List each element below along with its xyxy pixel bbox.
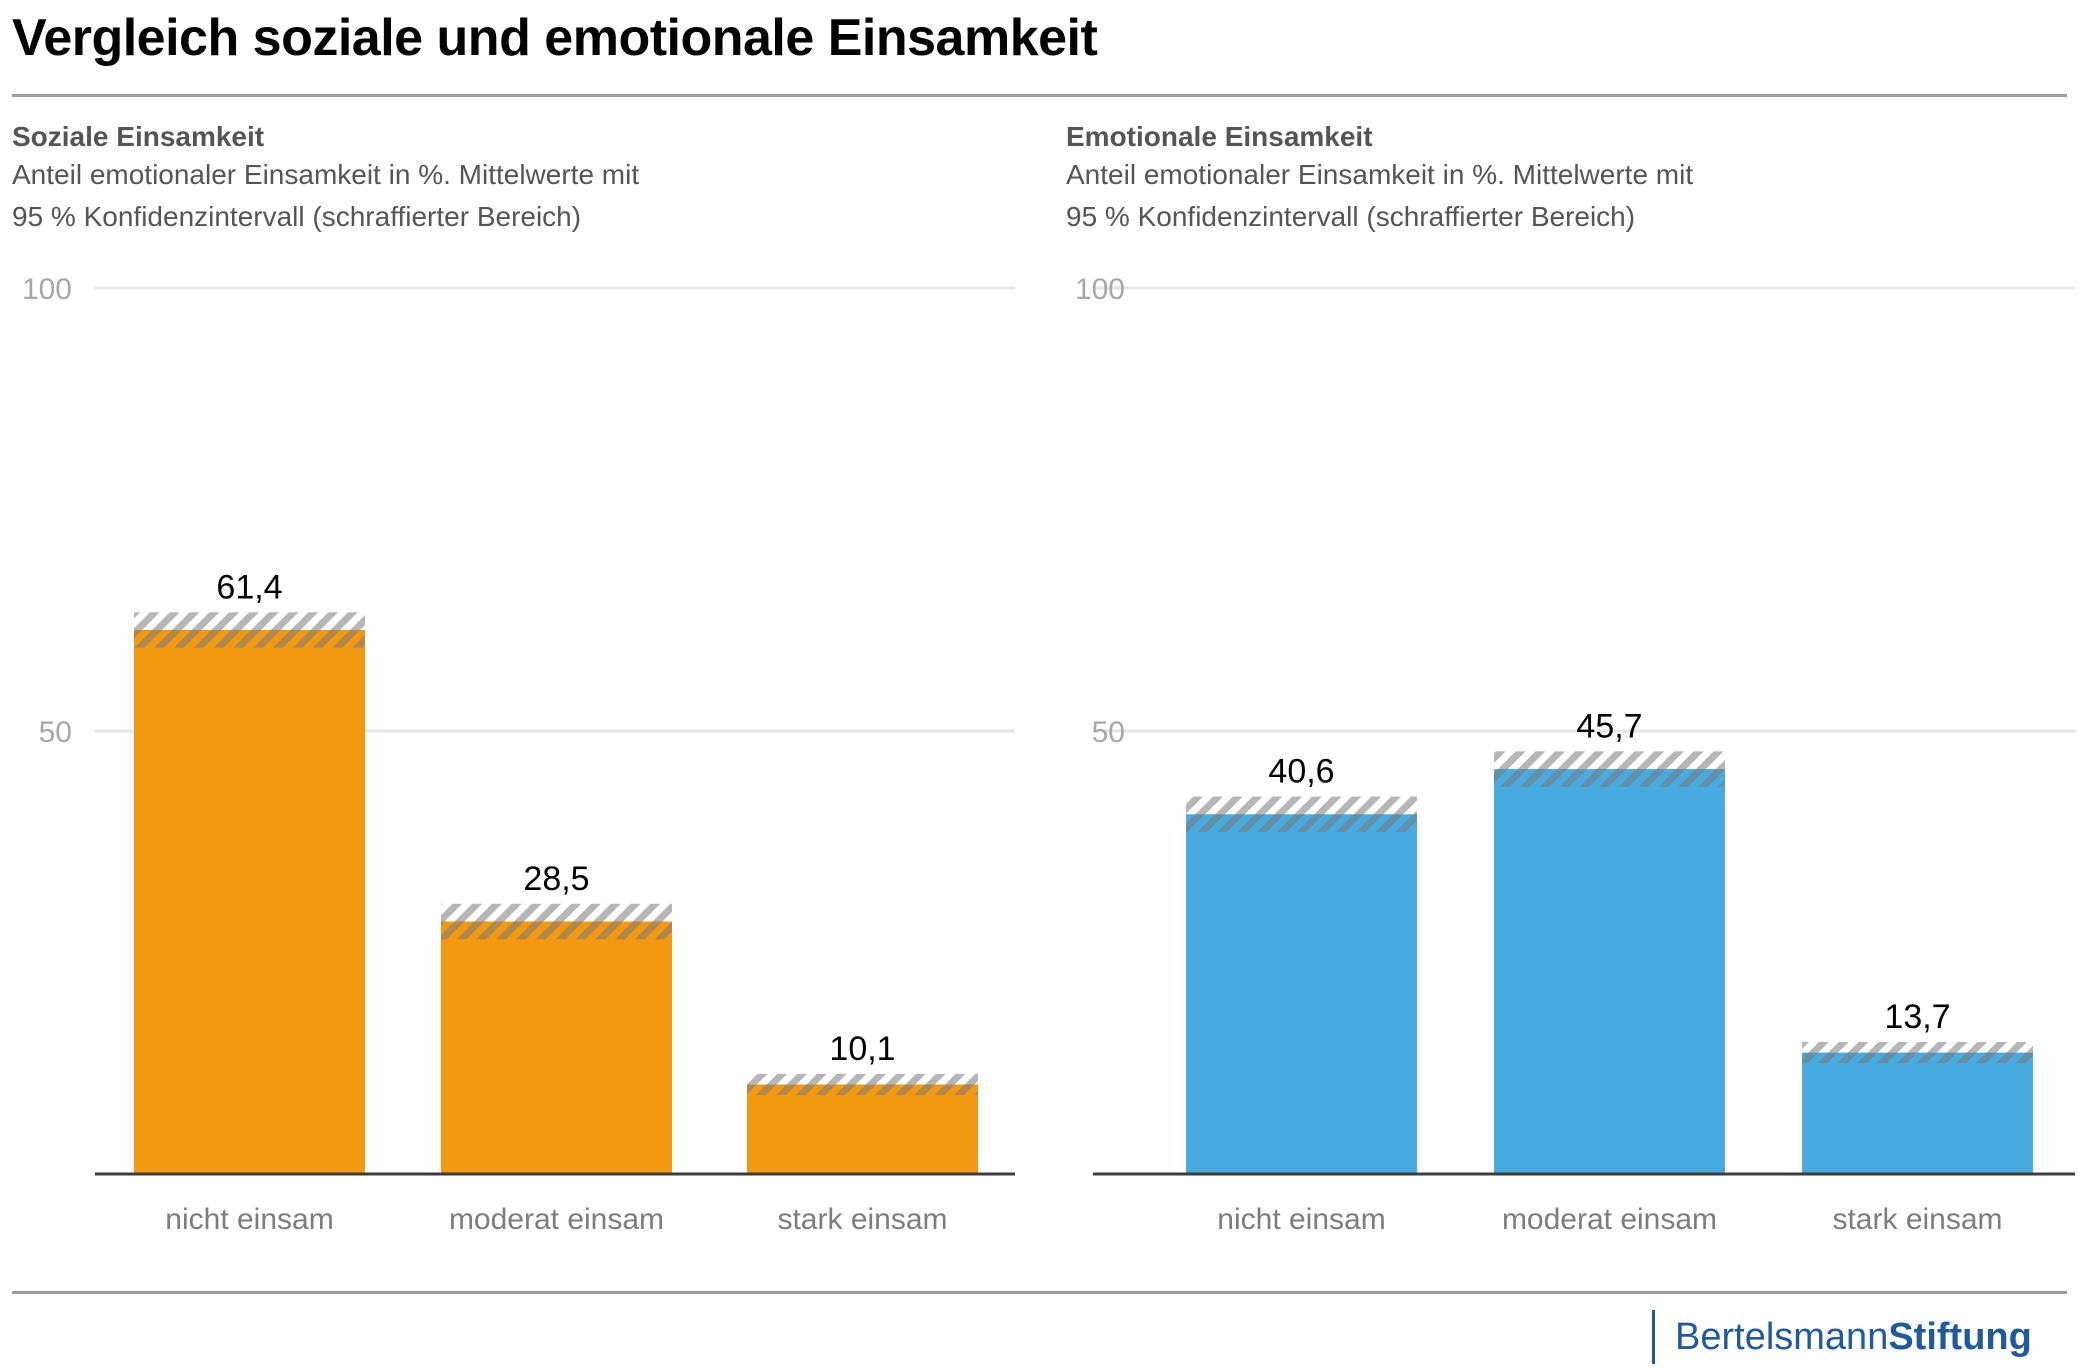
- footer-divider: [12, 1291, 2067, 1294]
- bar: [1186, 814, 1417, 1174]
- logo-text: BertelsmannStiftung: [1675, 1316, 2032, 1359]
- data-label: 13,7: [1884, 998, 1950, 1036]
- panel-subtitle-line1: Anteil emotionaler Einsamkeit in %. Mitt…: [12, 159, 640, 190]
- y-tick-label: 100: [1075, 273, 1125, 306]
- confidence-interval-hatch: [1802, 1041, 2033, 1064]
- bertelsmann-stiftung-logo: BertelsmannStiftung: [1652, 1310, 2032, 1364]
- confidence-interval-hatch: [1186, 796, 1417, 833]
- x-category-label: moderat einsam: [449, 1203, 664, 1236]
- data-label: 45,7: [1576, 707, 1642, 745]
- y-tick-label: 50: [39, 716, 72, 749]
- page-title: Vergleich soziale und emotionale Einsamk…: [12, 9, 1098, 67]
- x-category-label: stark einsam: [777, 1203, 947, 1236]
- x-category-label: nicht einsam: [1217, 1203, 1385, 1236]
- title-divider: [12, 94, 2067, 97]
- panel-subtitle-line1: Anteil emotionaler Einsamkeit in %. Mitt…: [1066, 159, 1694, 190]
- panel-subtitle-line2: 95 % Konfidenzintervall (schraffierter B…: [12, 201, 582, 232]
- confidence-interval-hatch: [1494, 751, 1725, 787]
- panel-subtitle-line2: 95 % Konfidenzintervall (schraffierter B…: [1066, 201, 1636, 232]
- y-tick-label: 50: [1092, 716, 1125, 749]
- data-label: 10,1: [829, 1030, 895, 1068]
- logo-text-part1: Bertelsmann: [1675, 1315, 1889, 1358]
- logo-text-part2: Stiftung: [1888, 1315, 2032, 1358]
- bar: [134, 629, 365, 1174]
- logo-bar: [1652, 1310, 1655, 1364]
- panel-header-emotional: Emotionale Einsamkeit Anteil emotionaler…: [1066, 120, 1693, 238]
- bar: [1494, 769, 1725, 1174]
- y-tick-label: 100: [22, 273, 72, 306]
- x-category-label: stark einsam: [1832, 1203, 2002, 1236]
- data-label: 61,4: [216, 568, 282, 606]
- confidence-interval-hatch: [134, 612, 365, 648]
- data-label: 40,6: [1268, 753, 1334, 791]
- bar: [1802, 1052, 2033, 1174]
- panel-heading: Soziale Einsamkeit: [12, 121, 265, 152]
- bar: [441, 921, 672, 1174]
- panel-heading: Emotionale Einsamkeit: [1066, 121, 1373, 152]
- bar: [747, 1084, 978, 1174]
- panel-header-social: Soziale Einsamkeit Anteil emotionaler Ei…: [12, 120, 639, 238]
- data-label: 28,5: [523, 860, 589, 898]
- confidence-interval-hatch: [441, 903, 672, 940]
- x-category-label: nicht einsam: [165, 1203, 333, 1236]
- x-category-label: moderat einsam: [1502, 1203, 1717, 1236]
- confidence-interval-hatch: [747, 1073, 978, 1096]
